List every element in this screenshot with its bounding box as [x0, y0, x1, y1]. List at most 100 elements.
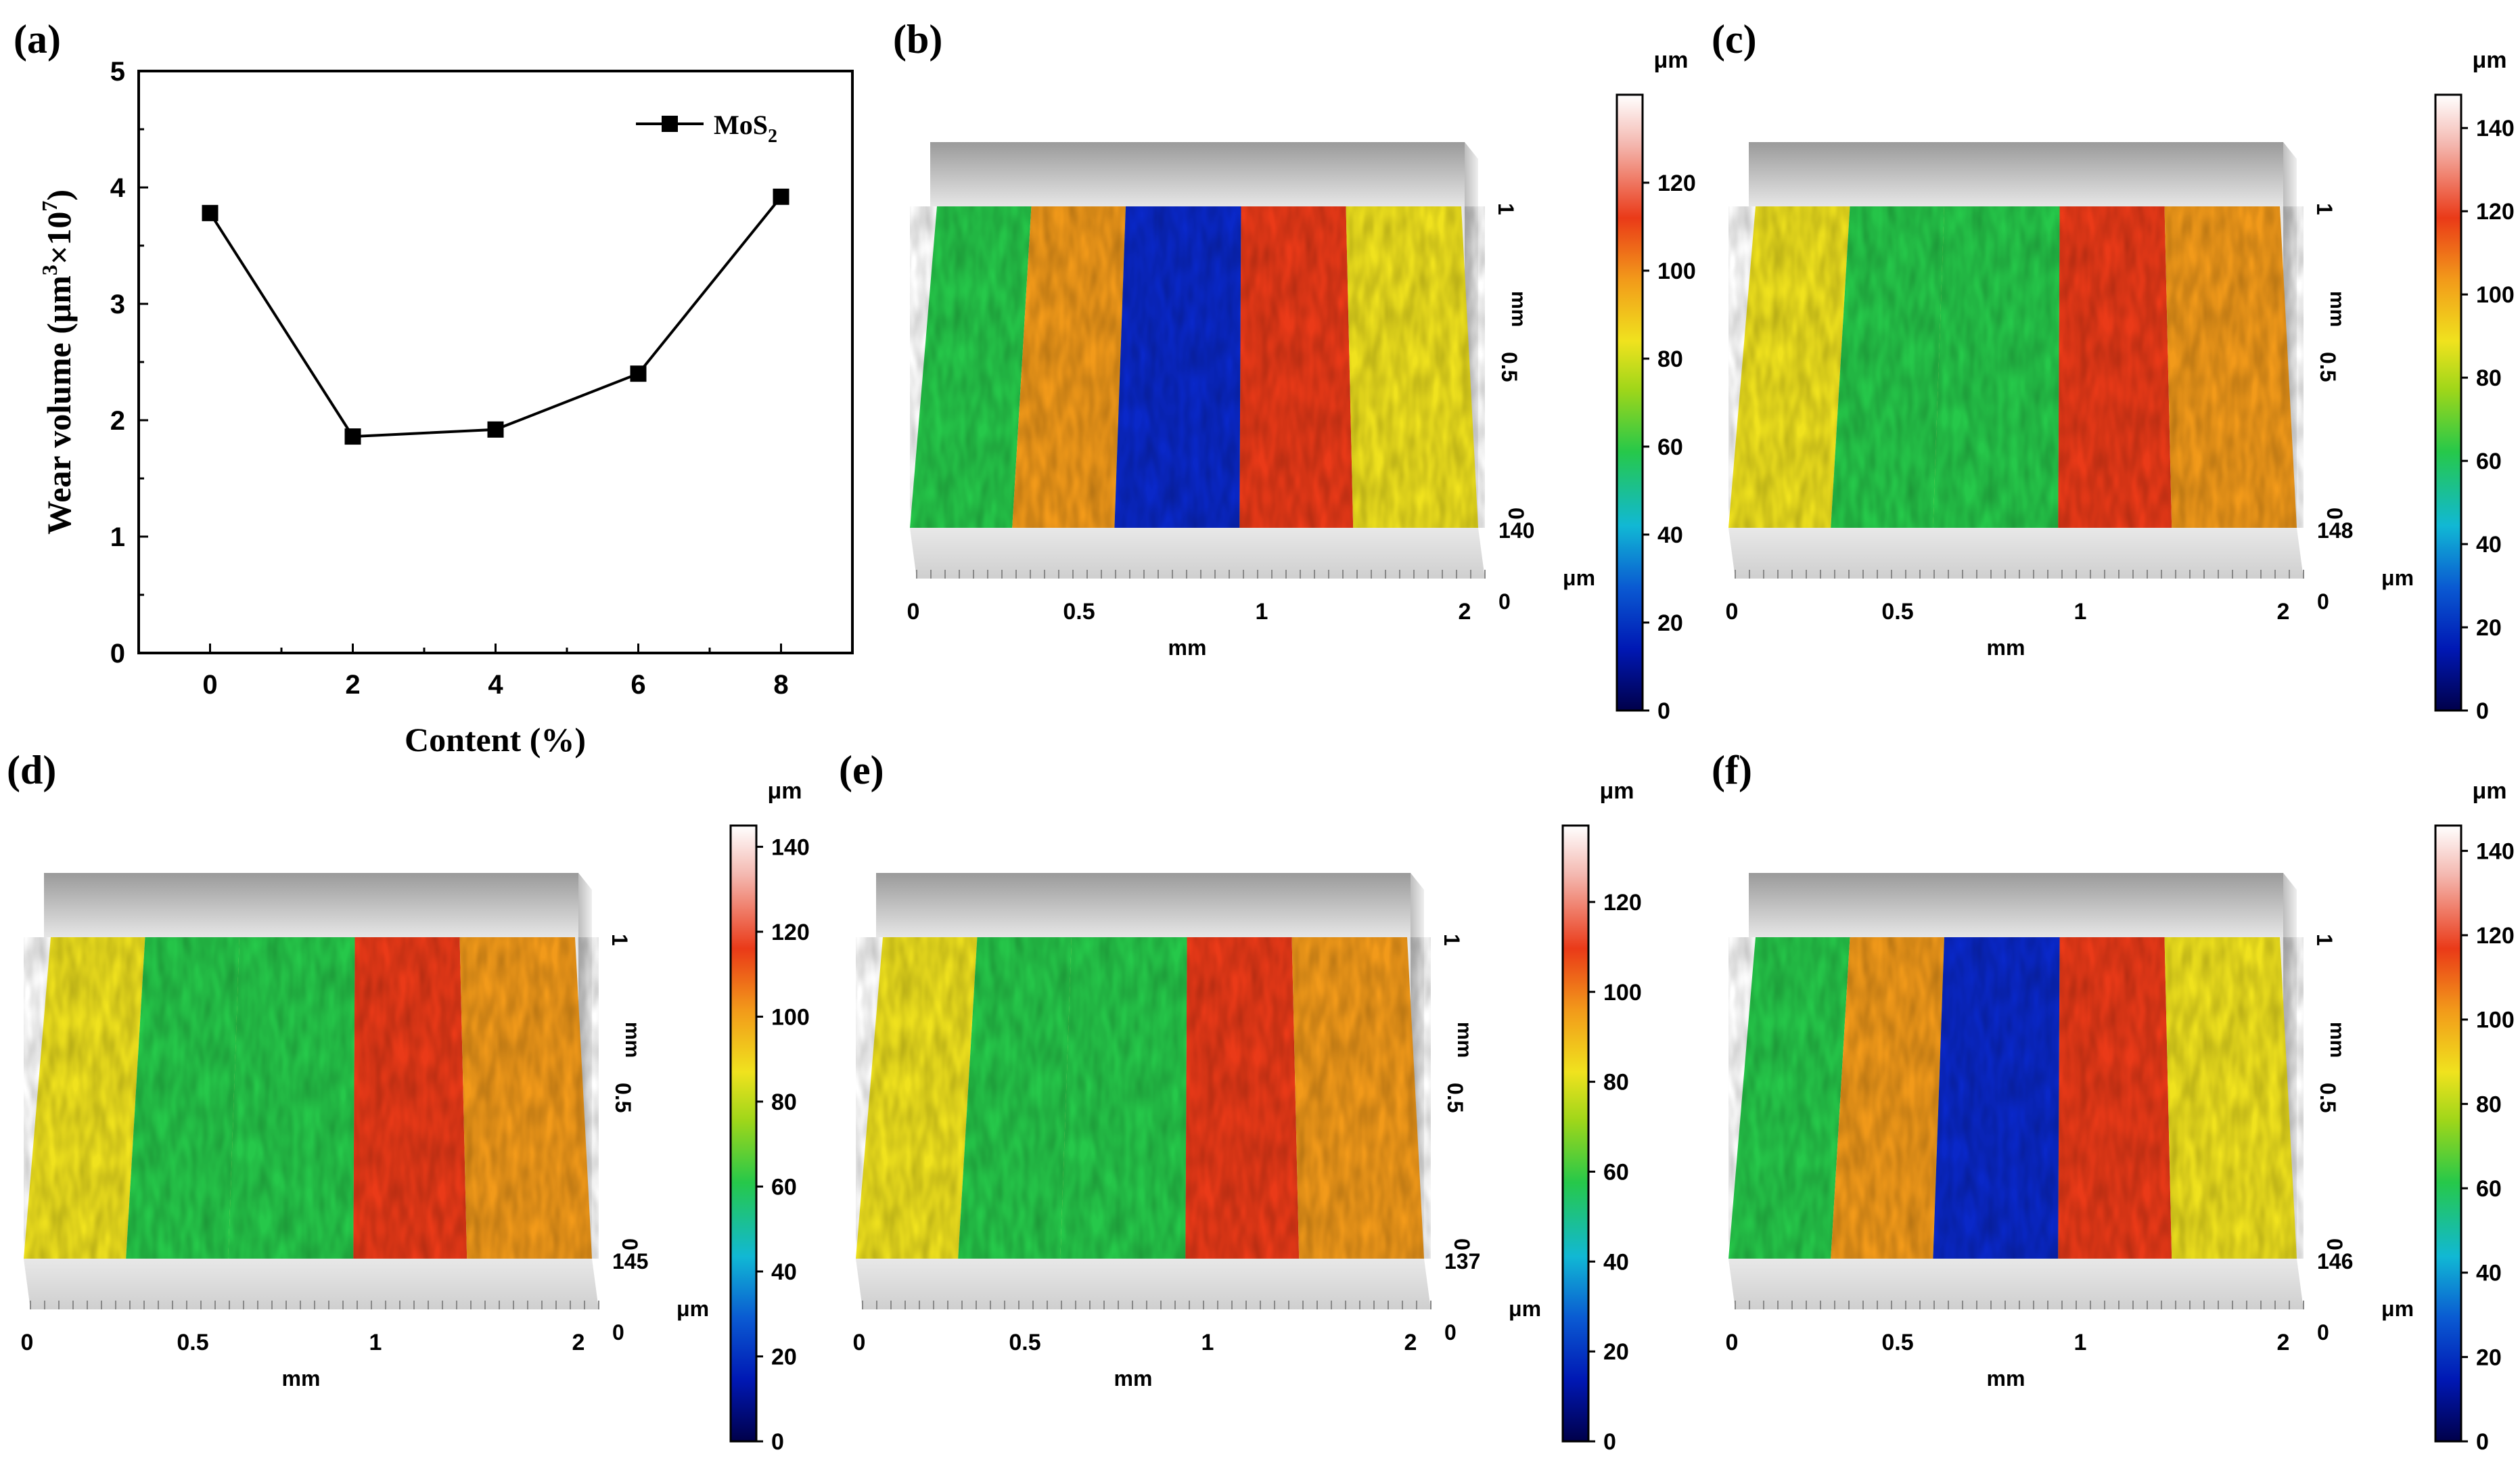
height-map-surface — [1728, 206, 2304, 528]
colorbar-unit: μm — [1599, 778, 1634, 804]
y-tick-label: 2 — [110, 406, 125, 436]
surface-roughness — [1728, 206, 2304, 528]
y-tick-label: 0.5 — [1497, 352, 1521, 382]
y-tick-label: 0 — [618, 1238, 642, 1251]
colorbar-unit: μm — [2472, 47, 2506, 73]
x-tick-label: 0 — [1726, 1330, 1739, 1355]
x-tick-label: 0.5 — [177, 1330, 208, 1355]
surface-roughness — [856, 937, 1431, 1259]
colorbar-tick-label: 60 — [1657, 434, 1683, 460]
surface-roughness — [910, 206, 1485, 528]
y-tick-label: 0 — [2322, 1238, 2347, 1251]
x-tick-label: 2 — [1404, 1330, 1417, 1355]
colorbar-tick-label: 80 — [1657, 346, 1683, 372]
y-tick-label: 1 — [1494, 203, 1518, 215]
base-floor — [910, 528, 1485, 579]
colorbar-tick-label: 0 — [771, 1429, 784, 1455]
colorbar-tick-label: 20 — [2476, 1345, 2502, 1370]
colorbar-tick-label: 40 — [1603, 1249, 1629, 1275]
colorbar-tick-label: 60 — [2476, 449, 2502, 474]
y-tick-label: 0.5 — [2316, 1083, 2340, 1112]
x-tick-label: 1 — [369, 1330, 382, 1355]
colorbar-tick-label: 120 — [2476, 923, 2515, 949]
colorbar-tick-label: 20 — [771, 1344, 797, 1370]
colorbar — [729, 824, 758, 1443]
back-wall — [44, 873, 578, 937]
y-tick-label: 1 — [608, 934, 632, 946]
y-axis-label: Wear volume (μm3×107) — [37, 189, 78, 535]
z-axis-label: μm — [2381, 566, 2414, 590]
z-tick-label: 146 — [2317, 1249, 2353, 1274]
x-tick-label: 1 — [1256, 599, 1268, 625]
legend: MoS2 — [636, 110, 777, 147]
colorbar-tick-label: 100 — [1603, 980, 1642, 1006]
height-map-surface — [856, 937, 1431, 1259]
panel-d-surface-plot: (d)0 0.5 1 2mm00.51mm1450μmμm02040608010012… — [7, 748, 810, 1455]
z-axis-label: μm — [1509, 1297, 1541, 1321]
base-floor — [856, 1259, 1431, 1309]
colorbar-tick-label: 20 — [1603, 1339, 1629, 1365]
y-tick-label: 0 — [2322, 508, 2347, 520]
colorbar-tick-label: 0 — [1603, 1429, 1616, 1455]
colorbar-tick-label: 120 — [1603, 890, 1642, 916]
colorbar-tick-label: 60 — [771, 1174, 797, 1200]
colorbar-tick-label: 80 — [1603, 1070, 1629, 1096]
x-tick-label: 2 — [2277, 599, 2290, 625]
y-tick-label: 3 — [110, 290, 125, 319]
panel-e-surface-plot: (e)0 0.5 1 2mm00.51mm1370μmμm02040608010012… — [839, 748, 1642, 1455]
colorbar-tick-label: 140 — [2476, 116, 2515, 141]
y-axis-label: mm — [1507, 291, 1530, 327]
x-tick-label: 2 — [1459, 599, 1471, 625]
x-tick-label: 0.5 — [1881, 599, 1913, 625]
colorbar-tick-label: 40 — [771, 1259, 797, 1285]
colorbar-tick-label: 120 — [2476, 199, 2515, 225]
legend-label: MoS2 — [714, 110, 777, 147]
colorbar-tick-label: 60 — [2476, 1176, 2502, 1202]
x-axis-label: mm — [1987, 635, 2025, 660]
colorbar-tick-label: 120 — [771, 920, 810, 945]
x-tick-label: 6 — [631, 670, 645, 700]
z-tick-label: 0 — [1498, 589, 1511, 614]
colorbar-tick-label: 20 — [1657, 610, 1683, 636]
base-floor — [24, 1259, 599, 1309]
colorbar-tick-label: 80 — [2476, 1091, 2502, 1117]
panel-label: (c) — [1712, 17, 1757, 62]
panel-b-surface-plot: (b)0 0.5 1 2mm00.51mm1400μmμm02040608010012… — [893, 17, 1696, 724]
colorbar-tick-label: 80 — [771, 1089, 797, 1115]
data-point — [344, 428, 361, 445]
y-tick-label: 0.5 — [2316, 352, 2340, 382]
x-tick-label: 8 — [773, 670, 788, 700]
panel-f-surface-plot: (f)0 0.5 1 2mm00.51mm1460μmμm02040608010012… — [1712, 748, 2515, 1455]
x-axis-label: mm — [282, 1366, 321, 1391]
y-tick-label: 4 — [110, 173, 126, 203]
x-tick-label: 2 — [2277, 1330, 2290, 1355]
x-tick-label: 1 — [2074, 1330, 2087, 1355]
base-floor — [1728, 528, 2304, 579]
colorbar-tick-label: 80 — [2476, 365, 2502, 391]
panel-label: (a) — [14, 17, 61, 62]
z-tick-label: 148 — [2317, 518, 2353, 543]
x-tick-label: 2 — [345, 670, 360, 700]
colorbar-tick-label: 140 — [2476, 838, 2515, 864]
y-tick-label: 0 — [1450, 1238, 1474, 1251]
colorbar-tick-label: 100 — [1657, 258, 1696, 284]
back-wall — [1749, 873, 2283, 937]
y-tick-label: 1 — [1440, 934, 1464, 946]
back-wall — [876, 873, 1411, 937]
colorbar-tick-label: 100 — [2476, 1008, 2515, 1033]
y-tick-label: 1 — [110, 522, 125, 552]
x-tick-label: 0 — [21, 1330, 34, 1355]
y-tick-label: 0 — [110, 639, 125, 669]
y-tick-label: 5 — [110, 57, 125, 87]
x-tick-label: 4 — [488, 670, 503, 700]
x-tick-label: 0 — [853, 1330, 866, 1355]
y-axis-label: mm — [1453, 1022, 1475, 1058]
z-tick-label: 145 — [612, 1249, 648, 1274]
z-tick-label: 137 — [1444, 1249, 1480, 1274]
colorbar-tick-label: 0 — [2476, 698, 2489, 724]
y-axis-label: mm — [2326, 291, 2348, 327]
y-tick-label: 1 — [2312, 934, 2337, 946]
x-tick-label: 1 — [1201, 1330, 1214, 1355]
z-tick-label: 0 — [1444, 1320, 1457, 1345]
z-axis-label: μm — [2381, 1297, 2414, 1321]
